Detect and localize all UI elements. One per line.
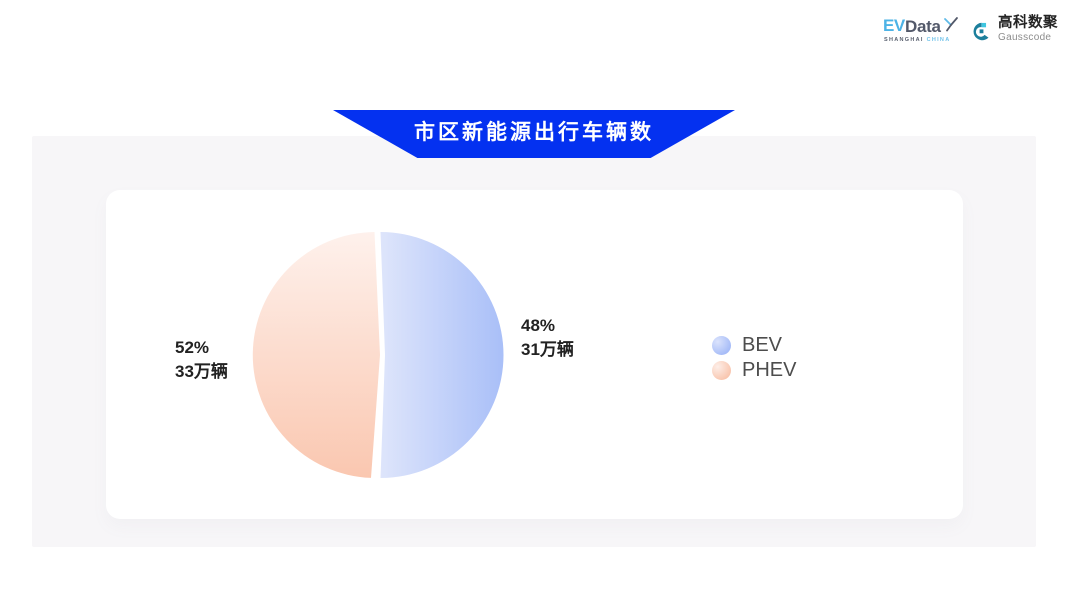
svg-text:Data: Data	[905, 17, 941, 36]
svg-text:EV: EV	[883, 16, 906, 35]
